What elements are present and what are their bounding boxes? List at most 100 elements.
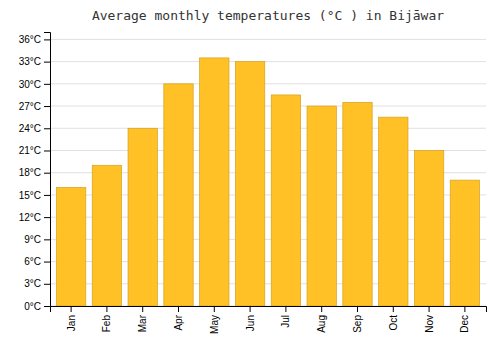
x-tick: Dec — [459, 306, 470, 333]
grid-line — [50, 83, 486, 84]
y-tick-mark — [44, 62, 50, 63]
y-axis: 0°C 3°C 6°C 9°C 12°C 15°C 18°C 21°C 24°C 27°C 30°C… — [19, 33, 51, 312]
x-tick-label: Jun — [245, 315, 256, 331]
x-tick-label: Apr — [173, 314, 184, 330]
grid-line — [50, 106, 486, 107]
x-tick-mark — [464, 306, 465, 312]
y-tick-mark — [44, 128, 50, 129]
y-tick-label: 18°C — [19, 167, 41, 178]
y-tick-label: 9°C — [24, 234, 41, 245]
y-tick: 3°C — [24, 278, 50, 289]
y-tick: 33°C — [19, 56, 50, 67]
x-tick: Aug — [316, 306, 327, 333]
bars — [56, 58, 479, 306]
y-tick-mark — [44, 217, 50, 218]
y-tick-mark — [44, 306, 50, 307]
x-tick: Jun — [245, 306, 256, 331]
x-tick: Nov — [424, 306, 435, 333]
bar — [307, 106, 336, 306]
x-tick-label: Jul — [280, 315, 291, 328]
x-tick-label: Aug — [316, 315, 327, 333]
y-tick-mark — [44, 106, 50, 107]
x-tick: Jan — [66, 306, 77, 331]
y-tick: 6°C — [24, 256, 50, 267]
y-tick: 15°C — [19, 190, 50, 201]
bar — [56, 188, 85, 306]
x-tick-mark — [71, 306, 72, 312]
grid-line — [50, 39, 486, 40]
bar — [379, 117, 408, 306]
x-tick-label: Sep — [352, 315, 363, 333]
y-tick-mark — [44, 239, 50, 240]
x-tick-mark — [142, 306, 143, 312]
x-tick-mark — [285, 306, 286, 312]
grid-line — [50, 61, 486, 62]
y-tick-label: 33°C — [19, 56, 41, 67]
x-tick-mark — [106, 306, 107, 312]
y-tick-label: 6°C — [24, 256, 41, 267]
x-tick: Mar — [137, 306, 148, 332]
y-tick-mark — [44, 39, 50, 40]
x-tick-mark — [250, 306, 251, 312]
bar — [200, 58, 229, 306]
y-tick-mark — [44, 150, 50, 151]
bar — [92, 165, 121, 306]
x-axis: Jan Feb Mar Apr May Jun Jul Aug Sep Oct Nov Dec — [51, 306, 487, 334]
x-tick: Apr — [173, 306, 184, 331]
y-tick: 21°C — [19, 145, 50, 156]
y-tick-label: 21°C — [19, 145, 41, 156]
y-tick-label: 27°C — [19, 101, 41, 112]
y-tick: 0°C — [24, 301, 50, 312]
y-tick-label: 24°C — [19, 123, 41, 134]
bar — [414, 150, 443, 306]
y-tick-mark — [44, 284, 50, 285]
x-tick: Jul — [280, 306, 291, 328]
x-tick-label: Nov — [424, 315, 435, 333]
x-tick-mark — [429, 306, 430, 312]
x-tick-label: Dec — [459, 315, 470, 333]
y-tick-label: 36°C — [19, 34, 41, 45]
y-tick: 9°C — [24, 234, 50, 245]
y-tick: 18°C — [19, 167, 50, 178]
y-tick: 24°C — [19, 123, 50, 134]
x-tick-mark — [321, 306, 322, 312]
grid-line — [50, 128, 486, 129]
y-tick-label: 0°C — [24, 301, 41, 312]
x-tick-mark — [178, 306, 179, 312]
y-tick: 12°C — [19, 212, 50, 223]
title: Average monthly temperatures (°C ) in Bi… — [92, 8, 444, 23]
x-tick: Feb — [101, 306, 112, 332]
x-tick: May — [209, 306, 220, 334]
x-tick-label: May — [209, 315, 220, 334]
bar — [450, 180, 479, 306]
bar — [235, 62, 264, 306]
y-axis-line — [44, 33, 51, 307]
y-tick-mark — [44, 262, 50, 263]
grid — [50, 39, 486, 306]
y-tick-mark — [44, 195, 50, 196]
x-tick-label: Jan — [66, 315, 77, 331]
y-tick-label: 12°C — [19, 212, 41, 223]
bar — [271, 95, 300, 306]
x-tick-mark — [393, 306, 394, 312]
y-tick-mark — [44, 84, 50, 85]
y-tick-label: 3°C — [24, 278, 41, 289]
y-tick-mark — [44, 173, 50, 174]
bar — [164, 84, 193, 306]
bar — [343, 102, 372, 306]
plot-area: 0°C 3°C 6°C 9°C 12°C 15°C 18°C 21°C 24°C 27°C 30°C… — [19, 33, 487, 334]
chart: 0°C 3°C 6°C 9°C 12°C 15°C 18°C 21°C 24°C 27°C 30°C… — [0, 0, 500, 350]
y-tick: 36°C — [19, 34, 50, 45]
x-tick: Oct — [388, 306, 399, 331]
x-tick-label: Oct — [388, 315, 399, 331]
bar — [128, 128, 157, 306]
x-tick-mark — [357, 306, 358, 312]
y-tick-label: 30°C — [19, 79, 41, 90]
y-tick: 30°C — [19, 79, 50, 90]
x-tick-label: Mar — [137, 314, 148, 332]
y-tick-label: 15°C — [19, 190, 41, 201]
x-tick: Sep — [352, 306, 363, 333]
x-axis-line — [51, 307, 487, 313]
x-tick-mark — [214, 306, 215, 312]
x-tick-label: Feb — [101, 315, 112, 333]
